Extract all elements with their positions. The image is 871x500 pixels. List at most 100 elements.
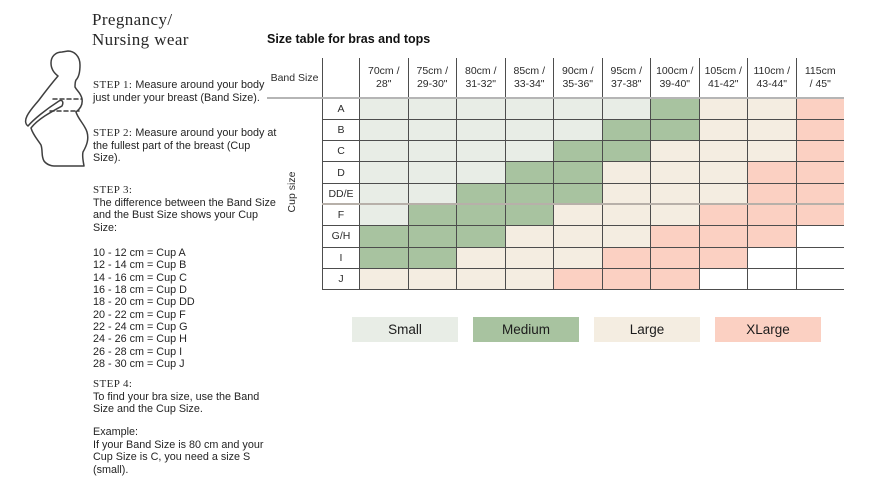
- table-title: Size table for bras and tops: [267, 32, 431, 46]
- size-cell: [504, 140, 554, 163]
- size-cell: [601, 225, 651, 248]
- size-cell: [650, 161, 700, 184]
- size-cell: [601, 161, 651, 184]
- band-size-header: 115cm/ 45": [795, 58, 844, 99]
- size-cell: [698, 267, 748, 291]
- legend-item-large: Large: [594, 317, 700, 342]
- size-cell: [553, 97, 603, 120]
- size-cell: [747, 97, 797, 120]
- size-cell: [795, 118, 844, 142]
- size-cell: [601, 118, 651, 142]
- legend-item-xlarge: XLarge: [715, 317, 821, 342]
- step-2-text: Measure around your body at the fullest …: [93, 127, 277, 165]
- size-cell: [359, 118, 409, 142]
- size-cell: [553, 118, 603, 142]
- size-cell: [601, 182, 651, 205]
- cup-conversion-line: 20 - 22 cm = Cup F: [93, 308, 186, 321]
- size-cell: [698, 97, 748, 120]
- size-cell: [601, 140, 651, 163]
- step-1-paragraph: STEP 1: Measure around your body just un…: [93, 79, 277, 104]
- size-cell: [407, 203, 457, 227]
- axis-spacer: [267, 119, 323, 140]
- band-size-header: 90cm /35-36": [553, 58, 602, 99]
- size-table-row: G/H: [267, 225, 844, 248]
- pregnant-woman-silhouette-icon: [24, 50, 89, 167]
- size-cell: [698, 140, 748, 163]
- band-size-corner-label: Band Size: [267, 58, 323, 99]
- size-cell: [359, 246, 409, 269]
- legend-item-label: XLarge: [746, 322, 790, 337]
- size-cell: [698, 118, 748, 142]
- cup-conversion-line: 26 - 28 cm = Cup I: [93, 345, 183, 358]
- size-cell: [504, 267, 554, 291]
- size-cell: [698, 246, 748, 269]
- size-cell: [795, 161, 844, 184]
- cup-conversion-list: 10 - 12 cm = Cup A 12 - 14 cm = Cup B 14 -…: [93, 247, 277, 370]
- size-cell: [504, 97, 554, 120]
- size-cell: [601, 246, 651, 269]
- legend-item-label: Medium: [501, 322, 550, 337]
- size-cell: [407, 246, 457, 269]
- cup-conversion-line: 16 - 18 cm = Cup D: [93, 284, 187, 297]
- size-cell: [504, 118, 554, 142]
- size-cell: [795, 182, 844, 205]
- step-3-paragraph: STEP 3: The difference between the Band …: [93, 184, 277, 234]
- size-table-row: J: [267, 267, 844, 291]
- band-size-header: 85cm /33-34": [504, 58, 554, 99]
- page-title: Pregnancy/ Nursing wear: [92, 10, 189, 49]
- band-size-header: 110cm /43-44": [747, 58, 796, 99]
- size-cell: [456, 267, 506, 291]
- example-label: Example:: [93, 426, 139, 438]
- step-4-label: STEP 4:: [93, 378, 133, 390]
- axis-spacer: [267, 247, 323, 268]
- size-cell: [601, 203, 651, 227]
- cup-column-header: [322, 58, 360, 99]
- axis-spacer: [267, 98, 323, 119]
- size-legend: Small Medium Large XLarge: [352, 317, 821, 342]
- size-cell: [359, 140, 409, 163]
- cup-conversion-line: 12 - 14 cm = Cup B: [93, 259, 187, 272]
- size-cell: [456, 118, 506, 142]
- size-cell: [553, 267, 603, 291]
- size-cell: [553, 246, 603, 269]
- page-title-line2: Nursing wear: [92, 29, 189, 49]
- step-2-label: STEP 2:: [93, 127, 133, 139]
- size-cell: [747, 267, 797, 291]
- size-cell: [359, 203, 409, 227]
- size-cell: [504, 246, 554, 269]
- axis-spacer: [267, 141, 323, 162]
- cup-conversion-line: 18 - 20 cm = Cup DD: [93, 296, 195, 309]
- size-cell: [553, 225, 603, 248]
- step-4-paragraph: STEP 4: To find your bra size, use the B…: [93, 378, 277, 416]
- axis-spacer: [267, 226, 323, 247]
- cup-conversion-line: 14 - 16 cm = Cup C: [93, 271, 187, 284]
- axis-spacer: [267, 268, 323, 289]
- step-3-label: STEP 3:: [93, 184, 133, 196]
- size-cell: [795, 140, 844, 163]
- size-cell: [553, 182, 603, 205]
- size-table-container: Band Size 70cm /28" 75cm /29-30" 80cm /31-3…: [267, 58, 844, 291]
- size-cell: [407, 161, 457, 184]
- step-3-text: The difference between the Band Size and…: [93, 196, 276, 234]
- size-cell: [747, 118, 797, 142]
- cup-size-label: G/H: [322, 225, 360, 248]
- band-size-header: 100cm /39-40": [650, 58, 699, 99]
- size-cell: [456, 225, 506, 248]
- cup-size-axis-label: Cup size: [286, 171, 298, 213]
- size-cell: [359, 182, 409, 205]
- size-cell: [650, 182, 700, 205]
- size-cell: [359, 267, 409, 291]
- cup-conversion-line: 10 - 12 cm = Cup A: [93, 247, 186, 259]
- cup-size-label: A: [322, 97, 360, 120]
- cup-size-label: F: [322, 203, 360, 227]
- size-cell: [795, 97, 844, 120]
- band-size-header: 80cm /31-32": [456, 58, 505, 99]
- cup-size-label: DD/E: [322, 182, 360, 205]
- size-cell: [795, 267, 844, 291]
- band-size-header: 95cm /37-38": [601, 58, 651, 99]
- size-cell: [650, 225, 700, 248]
- size-cell: [795, 246, 844, 269]
- band-size-header: 70cm /28": [359, 58, 408, 99]
- size-table-row: F: [267, 203, 844, 227]
